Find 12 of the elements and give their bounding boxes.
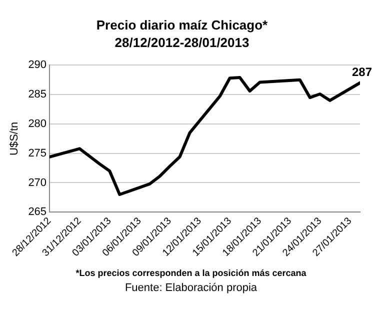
y-axis-title: U$S/tn xyxy=(8,122,21,156)
text: *Los precios corresponden a la posición más cercana xyxy=(74,267,308,280)
y-tick-label: 275 xyxy=(28,147,47,160)
y-tick-label: 280 xyxy=(28,118,47,130)
data-label: 287 xyxy=(352,65,372,80)
y-tick-label: 285 xyxy=(28,88,47,101)
y-tick-label: 265 xyxy=(28,206,47,218)
source-note: Fuente: Elaboración propia xyxy=(124,281,258,296)
chart-title: Precio diario maíz Chicago* xyxy=(96,17,269,32)
y-tick-label: 290 xyxy=(28,59,47,72)
chart-subtitle: 28/12/2012-28/01/2013 xyxy=(114,34,250,50)
y-tick-label: 270 xyxy=(28,176,47,189)
